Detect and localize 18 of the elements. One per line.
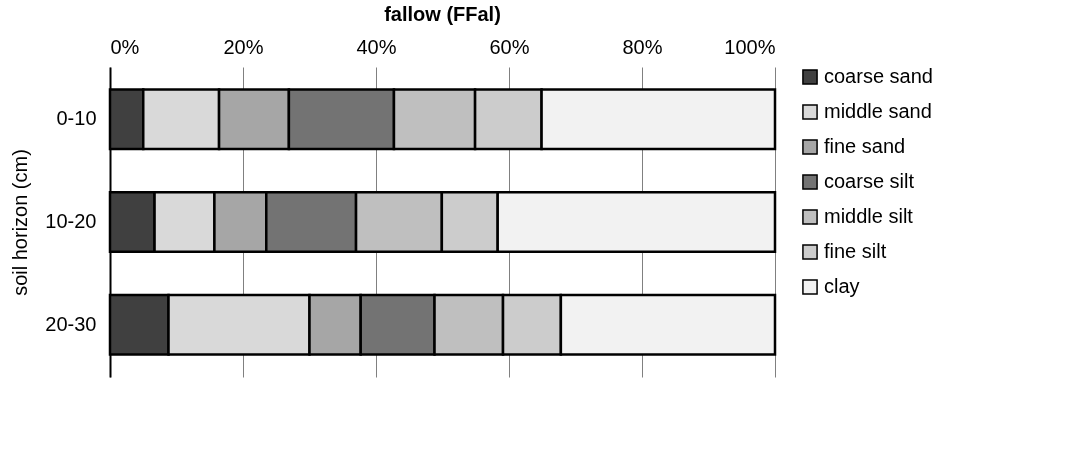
legend-label: fine sand [824, 135, 906, 157]
legend-label: middle silt [824, 205, 914, 227]
y-tick-label: 10-20 [45, 210, 97, 232]
y-tick-label: 20-30 [45, 312, 97, 335]
x-tick-label: 40% [356, 35, 397, 58]
x-tick-label: 20% [223, 35, 264, 58]
y-axis-title: soil horizon (cm) [9, 149, 32, 296]
legend-label: middle sand [824, 100, 932, 122]
legend-label: coarse sand [824, 65, 933, 87]
x-tick-label: 60% [489, 35, 530, 58]
chart-title: fallow (FFal) [384, 3, 501, 25]
x-tick-label: 100% [724, 35, 776, 58]
x-tick-label: 0% [110, 35, 140, 58]
legend-label: clay [824, 275, 860, 297]
legend-label: coarse silt [824, 170, 915, 192]
legend-label: fine silt [824, 240, 887, 262]
y-tick-label: 0-10 [56, 107, 97, 130]
x-tick-label: 80% [622, 35, 663, 58]
